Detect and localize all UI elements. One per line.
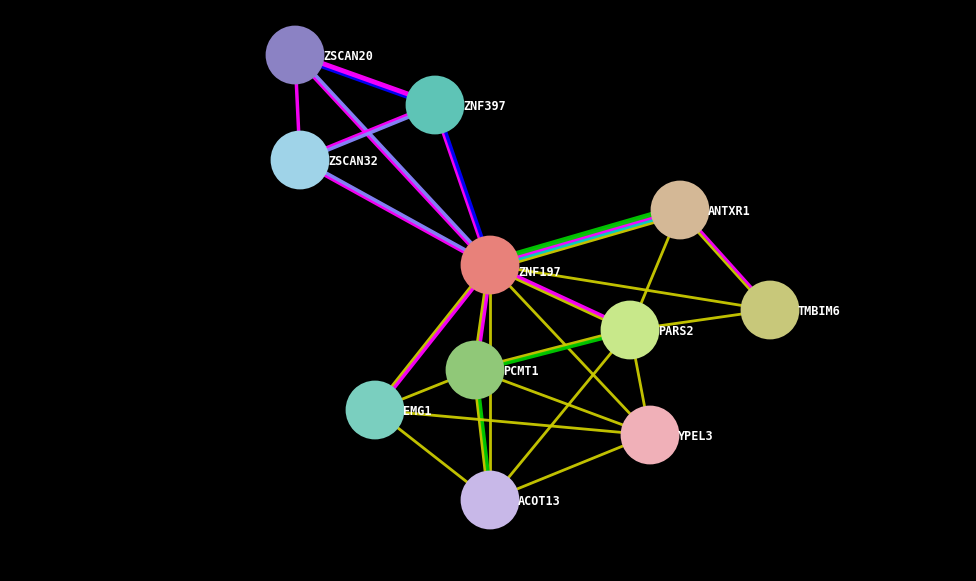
Circle shape	[602, 302, 658, 358]
Circle shape	[462, 472, 518, 528]
Text: ANTXR1: ANTXR1	[708, 205, 751, 218]
Circle shape	[447, 342, 503, 398]
Circle shape	[462, 237, 518, 293]
Circle shape	[272, 132, 328, 188]
Circle shape	[407, 77, 463, 133]
Text: TMBIM6: TMBIM6	[798, 305, 840, 318]
Circle shape	[622, 407, 678, 463]
Text: EMG1: EMG1	[403, 405, 431, 418]
Text: ZNF197: ZNF197	[518, 266, 561, 279]
Circle shape	[347, 382, 403, 438]
Text: ZSCAN20: ZSCAN20	[323, 50, 373, 63]
Text: ZNF397: ZNF397	[463, 100, 506, 113]
Circle shape	[652, 182, 708, 238]
Circle shape	[267, 27, 323, 83]
Text: ZSCAN32: ZSCAN32	[328, 155, 378, 168]
Text: ACOT13: ACOT13	[518, 495, 561, 508]
Text: PARS2: PARS2	[658, 325, 694, 338]
Circle shape	[742, 282, 798, 338]
Text: YPEL3: YPEL3	[678, 430, 713, 443]
Text: PCMT1: PCMT1	[503, 365, 539, 378]
